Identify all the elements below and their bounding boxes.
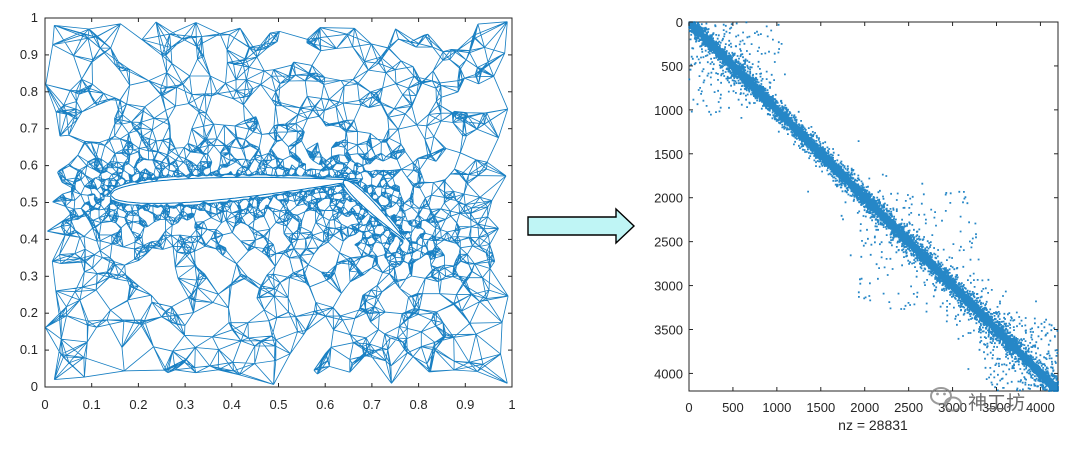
spy-y-tick-label: 0 <box>676 15 683 30</box>
mesh-x-tick-label: 0.4 <box>223 397 241 412</box>
mesh-x-tick-label: 0 <box>41 397 48 412</box>
spy-x-tick-label: 0 <box>685 400 692 415</box>
mesh-y-tick-label: 0.9 <box>20 47 38 62</box>
mesh-y-tick-label: 0.3 <box>20 268 38 283</box>
mesh-edges <box>45 21 509 385</box>
mesh-y-ticks: 0 0.1 0.2 0.3 0.4 0.5 0.6 0.7 0.8 0.9 1 <box>20 10 512 394</box>
spy-x-tick-label: 500 <box>722 400 744 415</box>
mesh-y-tick-label: 0.8 <box>20 84 38 99</box>
spy-x-tick-label: 3500 <box>982 400 1011 415</box>
mesh-x-tick-label: 0.2 <box>129 397 147 412</box>
spy-y-tick-label: 2000 <box>654 191 683 206</box>
spy-y-ticks: 0 500 1000 1500 2000 2500 3000 3500 4000 <box>654 15 1058 381</box>
mesh-x-tick-label: 0.3 <box>176 397 194 412</box>
mesh-x-tick-label: 0.7 <box>363 397 381 412</box>
mesh-x-ticks: 0 0.1 0.2 0.3 0.4 0.5 0.6 0.7 0.8 0.9 1 <box>41 18 516 412</box>
spy-y-tick-label: 3000 <box>654 279 683 294</box>
mesh-lines <box>45 21 509 385</box>
spy-x-tick-label: 2500 <box>894 400 923 415</box>
mesh-plot: 0 0.1 0.2 0.3 0.4 0.5 0.6 0.7 0.8 0.9 1 0 0.1 0.2 0.3… <box>20 10 516 412</box>
spy-y-tick-label: 500 <box>661 59 683 74</box>
mesh-y-tick-label: 0.6 <box>20 158 38 173</box>
spy-y-tick-label: 1000 <box>654 103 683 118</box>
airfoil-main-element <box>109 176 358 204</box>
watermark-text: 神工坊 <box>968 392 1025 414</box>
airfoil-flap-element <box>342 179 406 240</box>
mesh-x-tick-label: 0.8 <box>410 397 428 412</box>
spy-y-tick-label: 1500 <box>654 147 683 162</box>
mesh-x-tick-label: 0.6 <box>316 397 334 412</box>
mesh-x-tick-label: 0.1 <box>83 397 101 412</box>
spy-x-tick-label: 1000 <box>762 400 791 415</box>
mesh-y-tick-label: 0.2 <box>20 305 38 320</box>
spy-x-tick-label: 2000 <box>850 400 879 415</box>
spy-y-tick-label: 2500 <box>654 235 683 250</box>
spy-y-tick-label: 3500 <box>654 323 683 338</box>
right-arrow-icon <box>527 207 636 245</box>
spy-x-tick-label: 3000 <box>938 400 967 415</box>
watermark: 神工坊 <box>930 387 1025 414</box>
spy-y-tick-label: 4000 <box>654 366 683 381</box>
mesh-y-tick-label: 0 <box>31 379 38 394</box>
mesh-x-tick-label: 0.5 <box>269 397 287 412</box>
mesh-y-tick-label: 0.5 <box>20 195 38 210</box>
spy-points <box>688 21 1059 392</box>
spy-x-axis-label: nz = 28831 <box>838 417 908 433</box>
mesh-x-tick-label: 0.9 <box>456 397 474 412</box>
mesh-x-tick-label: 1 <box>508 397 515 412</box>
spy-x-ticks: 0 500 1000 1500 2000 2500 3000 3500 4000 <box>685 22 1055 415</box>
mesh-y-tick-label: 0.7 <box>20 121 38 136</box>
spy-x-tick-label: 1500 <box>806 400 835 415</box>
spy-plot: 0 500 1000 1500 2000 2500 3000 3500 4000 0 500 100… <box>654 15 1059 433</box>
mesh-y-tick-label: 1 <box>31 10 38 25</box>
transition-arrow <box>527 207 636 245</box>
wechat-icon <box>930 387 962 412</box>
mesh-y-tick-label: 0.1 <box>20 342 38 357</box>
spy-x-tick-label: 4000 <box>1026 400 1055 415</box>
spy-nonzero-markers <box>688 21 1059 392</box>
mesh-y-tick-label: 0.4 <box>20 231 38 246</box>
